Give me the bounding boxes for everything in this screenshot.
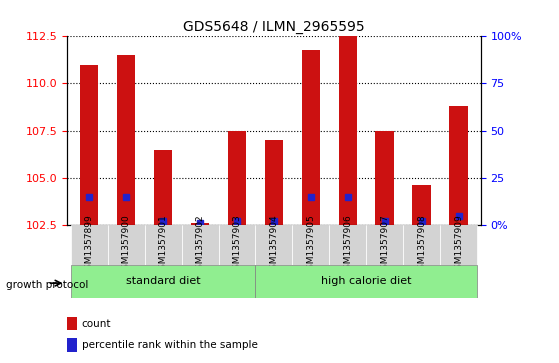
- Bar: [449, 106, 468, 225]
- Bar: [108, 225, 145, 265]
- Text: GSM1357899: GSM1357899: [85, 215, 94, 276]
- Bar: [117, 55, 135, 225]
- Text: GSM1357905: GSM1357905: [306, 215, 315, 276]
- Bar: [182, 225, 219, 265]
- Bar: [413, 185, 431, 225]
- Bar: [403, 225, 440, 265]
- Text: GSM1357909: GSM1357909: [454, 215, 463, 276]
- Bar: [80, 65, 98, 225]
- Bar: [255, 225, 292, 265]
- Bar: [67, 338, 77, 352]
- Bar: [154, 150, 172, 225]
- Text: percentile rank within the sample: percentile rank within the sample: [82, 340, 258, 350]
- Text: standard diet: standard diet: [126, 276, 201, 286]
- Bar: [302, 49, 320, 225]
- Text: GSM1357903: GSM1357903: [233, 215, 241, 276]
- Bar: [292, 225, 329, 265]
- Text: GSM1357908: GSM1357908: [417, 215, 426, 276]
- Text: growth protocol: growth protocol: [6, 280, 88, 290]
- Text: GSM1357906: GSM1357906: [343, 215, 352, 276]
- Text: high calorie diet: high calorie diet: [321, 276, 411, 286]
- Text: count: count: [82, 318, 111, 329]
- Bar: [366, 225, 403, 265]
- Bar: [71, 265, 255, 298]
- Bar: [329, 225, 366, 265]
- Text: GSM1357907: GSM1357907: [380, 215, 389, 276]
- Bar: [145, 225, 182, 265]
- Bar: [228, 131, 246, 225]
- Bar: [67, 317, 77, 330]
- Text: GSM1357902: GSM1357902: [196, 215, 205, 276]
- Text: GSM1357904: GSM1357904: [269, 215, 278, 276]
- Bar: [376, 131, 394, 225]
- Title: GDS5648 / ILMN_2965595: GDS5648 / ILMN_2965595: [183, 20, 364, 34]
- Bar: [219, 225, 255, 265]
- Bar: [71, 225, 108, 265]
- Bar: [264, 140, 283, 225]
- Text: GSM1357901: GSM1357901: [159, 215, 168, 276]
- Bar: [339, 36, 357, 225]
- Bar: [191, 223, 209, 225]
- Bar: [255, 265, 477, 298]
- Bar: [440, 225, 477, 265]
- Text: GSM1357900: GSM1357900: [122, 215, 131, 276]
